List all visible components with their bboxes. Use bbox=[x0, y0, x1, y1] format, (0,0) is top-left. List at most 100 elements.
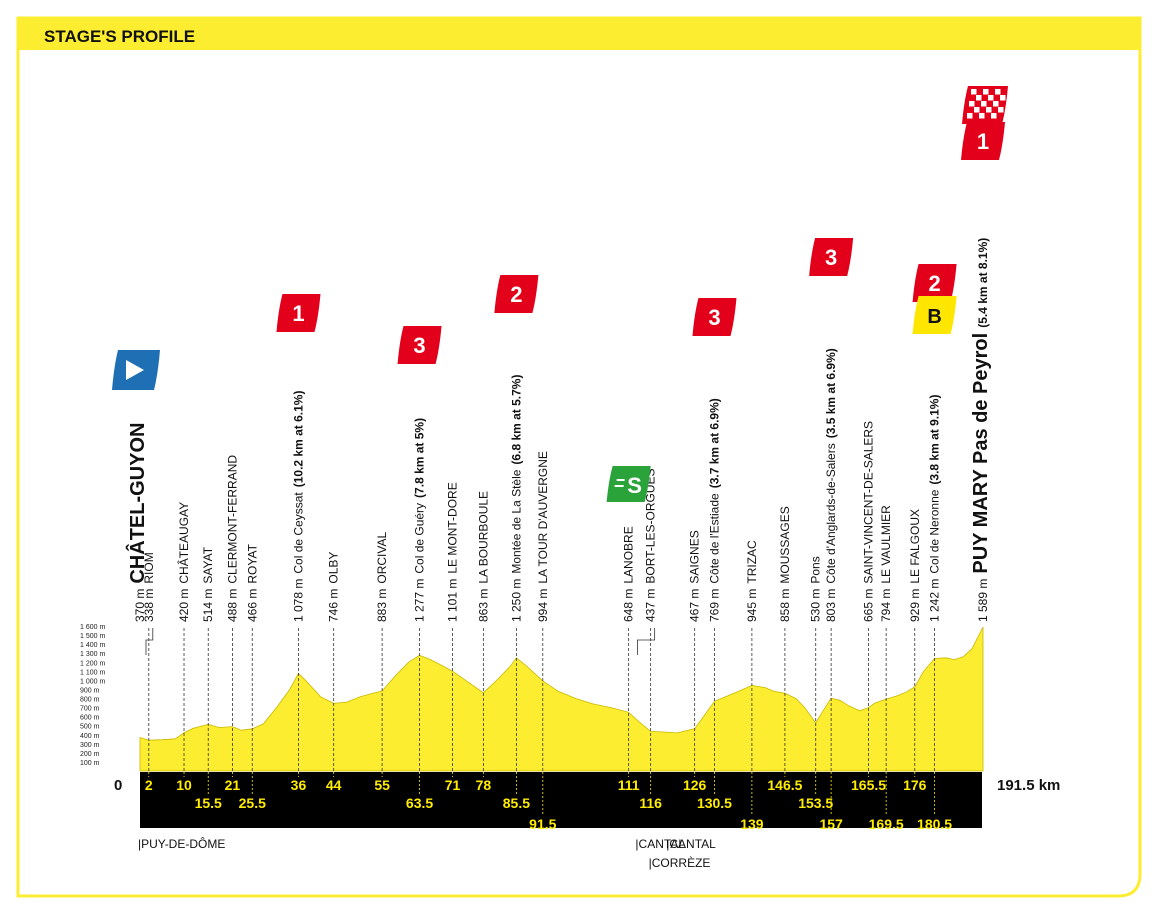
km-marker-label: 111 bbox=[618, 777, 640, 793]
waypoint-name: MOUSSAGES bbox=[778, 506, 792, 583]
waypoint-text: 945 m TRIZAC bbox=[745, 540, 759, 622]
waypoint-altitude: 929 m bbox=[908, 589, 922, 622]
waypoint-text: 338 m RIOM bbox=[142, 552, 156, 622]
y-tick-label: 600 m bbox=[80, 715, 100, 722]
climb-category-number: 3 bbox=[413, 333, 425, 358]
finish-flag-square bbox=[995, 89, 1001, 95]
waypoint-altitude: 945 m bbox=[745, 589, 759, 622]
waypoint-altitude: 863 m bbox=[476, 589, 490, 622]
y-tick-label: 1 000 m bbox=[80, 678, 105, 685]
km-marker-label: 165.5 bbox=[851, 777, 886, 793]
waypoint-altitude: 514 m bbox=[201, 589, 215, 622]
y-tick-label: 1 400 m bbox=[80, 642, 105, 649]
waypoint-label: 1 078 m Col de Ceyssat (10.2 km at 6.1%) bbox=[291, 391, 305, 622]
waypoint-text: 488 m CLERMONT-FERRAND bbox=[225, 455, 239, 622]
waypoint-climb: (7.8 km at 5%) bbox=[413, 418, 427, 498]
waypoint-name: SAINT-VINCENT-DE-SALERS bbox=[862, 421, 876, 584]
finish-flag-square bbox=[969, 101, 975, 107]
finish-flag-square bbox=[974, 107, 980, 113]
bonus-badge-label: B bbox=[927, 306, 941, 328]
waypoint-name: LA TOUR D'AUVERGNE bbox=[536, 451, 550, 584]
waypoint-altitude: 746 m bbox=[327, 589, 341, 622]
waypoint-text: 1 250 m Montée de La Stèle (6.8 km at 5.7%… bbox=[509, 375, 523, 622]
km-marker-label: 180.5 bbox=[917, 816, 952, 832]
waypoint-climb: (3.5 km at 6.9%) bbox=[824, 348, 838, 438]
climb-category-badge bbox=[494, 275, 539, 313]
km-marker-label: 157 bbox=[819, 816, 843, 832]
waypoint-text: 746 m OLBY bbox=[327, 552, 341, 622]
waypoint-label: 1 101 m LE MONT-DORE bbox=[446, 482, 460, 622]
department-label: |PUY-DE-DÔME bbox=[138, 836, 225, 851]
waypoint-name: BORT-LES-ORGUES bbox=[644, 469, 658, 584]
finish-flag-square bbox=[991, 113, 997, 119]
waypoint-label: 530 m Pons bbox=[809, 556, 823, 622]
waypoint-name: OLBY bbox=[327, 552, 341, 584]
waypoint-altitude: 1 277 m bbox=[413, 579, 427, 622]
km-marker-label: 91.5 bbox=[529, 816, 556, 832]
waypoint-text: 1 101 m LE MONT-DORE bbox=[446, 482, 460, 622]
waypoint-label: 883 m ORCIVAL bbox=[375, 532, 389, 622]
y-tick-label: 700 m bbox=[80, 706, 100, 713]
waypoint-name: CHÂTEL-GUYON bbox=[125, 423, 149, 584]
y-tick-label: 1 600 m bbox=[80, 624, 105, 631]
waypoint-label: 1 250 m Montée de La Stèle (6.8 km at 5.7%… bbox=[509, 375, 523, 622]
finish-flag-square bbox=[983, 89, 989, 95]
waypoint-climb: (3.7 km at 6.9%) bbox=[707, 398, 721, 488]
waypoint-text: 1 277 m Col de Guéry (7.8 km at 5%) bbox=[413, 418, 427, 622]
start-km-label: 0 bbox=[114, 777, 122, 794]
waypoint-name: Pons bbox=[809, 556, 823, 583]
y-tick-label: 200 m bbox=[80, 751, 100, 758]
waypoint-name: SAIGNES bbox=[688, 530, 702, 583]
waypoint-altitude: 338 m bbox=[142, 589, 156, 622]
y-tick-label: 800 m bbox=[80, 697, 100, 704]
waypoint-text: 803 m Côte d'Anglards-de-Salers (3.5 km at… bbox=[824, 348, 838, 622]
sprint-badge-label: S bbox=[627, 473, 642, 498]
y-tick-label: 1 300 m bbox=[80, 651, 105, 658]
waypoint-label: 648 m LANOBRE bbox=[622, 526, 636, 622]
waypoint-name: CHÂTEAUGAY bbox=[176, 502, 191, 584]
waypoint-altitude: 883 m bbox=[375, 589, 389, 622]
km-marker-label: 2 bbox=[145, 777, 153, 793]
waypoint-altitude: 530 m bbox=[809, 589, 823, 622]
yellow-frame bbox=[16, 16, 1142, 898]
waypoint-altitude: 437 m bbox=[644, 589, 658, 622]
waypoint-name: Montée de La Stèle bbox=[509, 469, 523, 573]
waypoint-text: 994 m LA TOUR D'AUVERGNE bbox=[536, 451, 550, 622]
waypoint-name: LE MONT-DORE bbox=[446, 482, 460, 573]
finish-flag-square bbox=[998, 107, 1004, 113]
waypoint-text: 1 078 m Col de Ceyssat (10.2 km at 6.1%) bbox=[291, 391, 305, 622]
waypoint-label: 746 m OLBY bbox=[327, 552, 341, 622]
waypoint-text: 1 589 m PUY MARY Pas de Peyrol (5.4 km at … bbox=[970, 238, 992, 622]
finish-flag-square bbox=[971, 89, 977, 95]
waypoint-label: 858 m MOUSSAGES bbox=[778, 506, 792, 622]
waypoint-text: 883 m ORCIVAL bbox=[375, 532, 389, 622]
waypoint-label: 929 m LE FALGOUX bbox=[908, 509, 922, 622]
km-marker-label: 116 bbox=[639, 795, 662, 811]
waypoint-text: 467 m SAIGNES bbox=[688, 530, 702, 622]
km-marker-label: 21 bbox=[225, 777, 241, 793]
waypoint-altitude: 467 m bbox=[688, 589, 702, 622]
waypoint-name: CLERMONT-FERRAND bbox=[225, 455, 239, 584]
waypoint-climb: (6.8 km at 5.7%) bbox=[509, 375, 523, 465]
waypoint-label: 863 m LA BOURBOULE bbox=[476, 491, 490, 622]
waypoint-label: 466 m ROYAT bbox=[245, 543, 259, 622]
waypoint-altitude: 420 m bbox=[177, 589, 191, 622]
waypoint-label: 794 m LE VAULMIER bbox=[879, 505, 893, 622]
waypoint-label: 514 m SAYAT bbox=[201, 546, 215, 622]
finish-flag-square bbox=[979, 113, 985, 119]
waypoint-climb: (5.4 km at 8.1%) bbox=[976, 238, 990, 328]
waypoint-name: TRIZAC bbox=[745, 540, 759, 584]
km-marker-label: 36 bbox=[291, 777, 307, 793]
department-label: |CANTAL bbox=[635, 837, 685, 851]
finish-flag-square bbox=[1000, 95, 1006, 101]
km-marker-label: 44 bbox=[326, 777, 342, 793]
waypoint-text: 1 242 m Col de Neronne (3.8 km at 9.1%) bbox=[928, 395, 942, 622]
waypoint-name: PUY MARY Pas de Peyrol bbox=[970, 333, 992, 574]
waypoint-text: 769 m Côte de l'Estiade (3.7 km at 6.9%) bbox=[707, 398, 721, 622]
waypoint-text: 420 m CHÂTEAUGAY bbox=[176, 502, 191, 622]
y-tick-label: 1 200 m bbox=[80, 660, 105, 667]
y-tick-label: 100 m bbox=[80, 760, 100, 767]
waypoint-label: 945 m TRIZAC bbox=[745, 540, 759, 622]
waypoint-text: 648 m LANOBRE bbox=[622, 526, 636, 622]
elevation-profile-area bbox=[139, 626, 984, 772]
